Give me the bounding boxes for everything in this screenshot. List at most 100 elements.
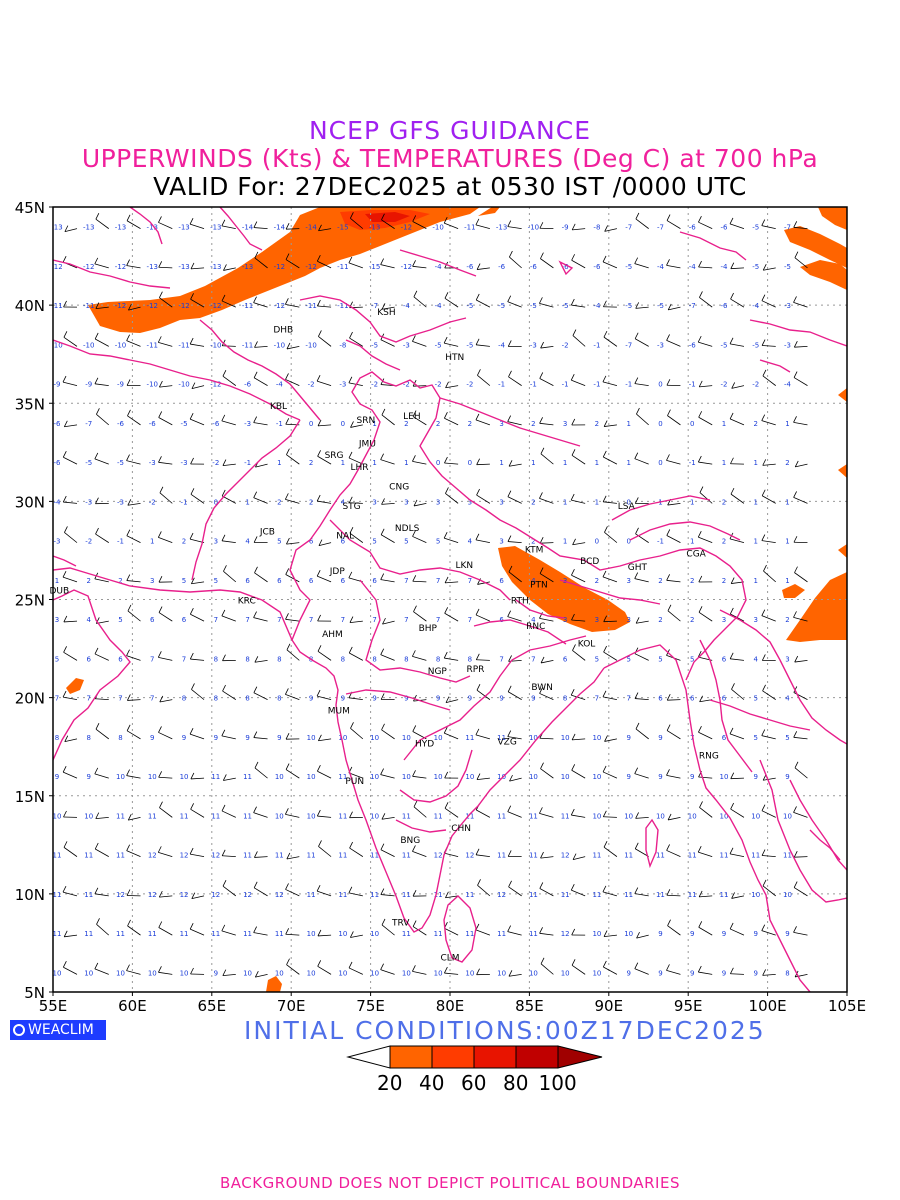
temp-label: 3 [150, 577, 154, 585]
wind-barb-staff [221, 420, 236, 426]
temp-label: -4 [435, 302, 443, 310]
temp-label: -14 [305, 224, 317, 232]
temp-label: -5 [117, 459, 124, 467]
wind-barb-staff [571, 965, 586, 975]
wind-barb-feather [412, 920, 417, 927]
wind-barb-staff [444, 732, 459, 740]
wind-barb-staff [63, 696, 78, 701]
colorbar-segment [515, 1045, 559, 1069]
wind-barb-staff [667, 816, 681, 821]
lon-tick-label: 70E [277, 997, 306, 1015]
wind-barb-staff [444, 657, 459, 661]
wind-barb-staff [126, 340, 141, 347]
temp-label: 1 [785, 420, 789, 428]
wind-barb-staff [475, 419, 491, 426]
wind-barb-feather [64, 526, 68, 533]
temp-label: 0 [658, 420, 662, 428]
wind-barb-staff [95, 728, 110, 740]
wind-barb-staff [190, 267, 205, 270]
temp-label: 1 [753, 538, 757, 546]
wind-barb-feather [316, 494, 321, 502]
temp-label: 4 [341, 498, 346, 506]
wind-barb-staff [666, 730, 681, 740]
station-rng: RNG [699, 751, 719, 761]
temp-label: -9 [562, 224, 569, 232]
wind-barb-staff [64, 424, 78, 428]
wind-barb-feather [443, 651, 448, 659]
temp-label: 11 [116, 812, 125, 820]
temp-label: -5 [784, 263, 791, 271]
wind-barb-staff [729, 928, 745, 936]
wind-barb-feather [412, 845, 416, 852]
temp-label: 11 [624, 852, 633, 860]
temp-label: -8 [339, 341, 346, 349]
wind-barb-staff [94, 968, 109, 975]
temp-label: 2 [87, 577, 91, 585]
temp-label: 1 [785, 538, 789, 546]
wind-barb-feather [221, 804, 226, 812]
temp-label: 10 [497, 773, 506, 781]
wind-barb-feather [94, 767, 99, 775]
temp-label: 1 [531, 459, 535, 467]
wind-barb-staff [95, 848, 109, 857]
lat-tick-label: 5N [24, 984, 45, 1002]
wind-barb-staff [62, 381, 78, 387]
wind-barb-staff [762, 885, 776, 897]
temp-label: 9 [214, 734, 218, 742]
wind-barb-staff [475, 734, 490, 740]
wind-barb-staff [189, 223, 205, 230]
wind-barb-feather [380, 648, 385, 655]
wind-barb-staff [127, 502, 141, 506]
wind-barb-feather [443, 726, 448, 734]
station-srg: SRG [325, 451, 344, 461]
temp-label: 7 [436, 616, 440, 624]
wind-barb-staff [667, 415, 681, 426]
temp-label: 11 [370, 891, 379, 899]
wind-barb-feather [699, 695, 703, 702]
wind-barb-feather [507, 490, 512, 497]
wind-barb-feather [634, 962, 639, 969]
wind-barb-staff [476, 344, 490, 347]
wind-barb-feather [634, 692, 639, 699]
wind-barb-staff [793, 226, 808, 230]
wind-barb-staff [285, 933, 300, 936]
wind-barb-feather [444, 576, 449, 584]
temp-label: 7 [404, 616, 408, 624]
wind-shading-east-edge-3 [838, 544, 847, 558]
wind-barb-feather [603, 330, 608, 338]
wind-barb-feather [316, 255, 321, 262]
temp-label: -5 [498, 302, 505, 310]
wind-barb-staff [635, 533, 649, 543]
wind-barb-staff [793, 302, 808, 308]
wind-barb-feather [285, 733, 290, 740]
temp-label: 10 [497, 969, 506, 977]
wind-barb-feather [126, 259, 130, 266]
wind-barb-staff [63, 966, 78, 975]
wind-barb-feather [571, 613, 575, 621]
station-bng: BNG [400, 836, 420, 846]
logo-ring-icon [13, 1024, 25, 1036]
temp-label: 5 [785, 734, 789, 742]
temp-label: 10 [751, 812, 760, 820]
wind-barb-staff [794, 572, 808, 583]
temp-label: -4 [435, 263, 443, 271]
temp-label: 10 [465, 773, 474, 781]
wind-barb-staff [476, 777, 490, 780]
wind-barb-staff [666, 264, 681, 269]
wind-barb-feather [509, 250, 513, 258]
temp-label: -4 [498, 341, 506, 349]
temp-label: 10 [307, 812, 316, 820]
wind-barb-staff [62, 771, 78, 779]
wind-barb-staff [731, 688, 745, 700]
wind-barb-feather [444, 771, 449, 779]
wind-barb-feather [253, 926, 257, 933]
temp-label: 0 [626, 538, 630, 546]
temp-label: 11 [148, 930, 157, 938]
temp-label: -1 [276, 420, 283, 428]
station-clm: CLM [440, 954, 459, 964]
wind-barb-feather [350, 421, 354, 428]
wind-barb-staff [763, 777, 776, 781]
temp-label: 6 [309, 538, 314, 546]
temp-label: 12 [465, 852, 474, 860]
temp-label: 3 [214, 538, 218, 546]
